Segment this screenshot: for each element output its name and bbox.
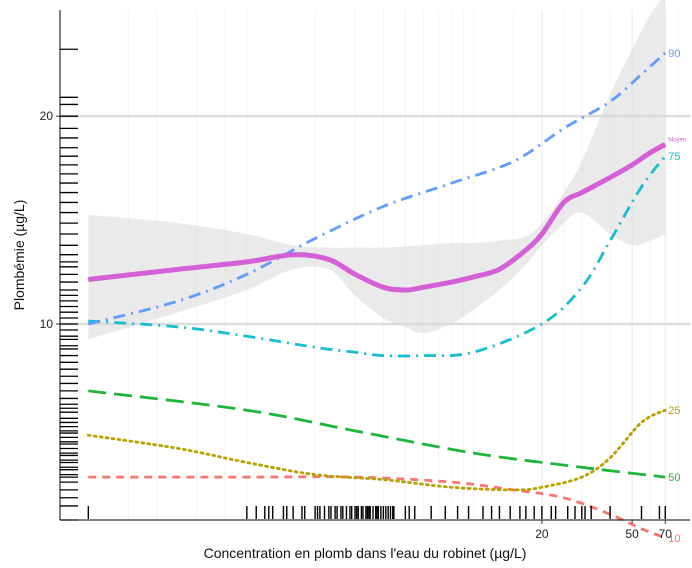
- y-tick-label-0: 10: [40, 317, 54, 331]
- confidence-band: [88, 0, 666, 340]
- series-label-moyen: Moyen: [668, 137, 686, 143]
- rug-layer: [60, 48, 666, 521]
- axis-layer: 20 50 70 10 20: [40, 10, 690, 541]
- series-line-10: [88, 475, 666, 540]
- x-axis-title: Concentration en plomb dans l'eau du rob…: [204, 545, 527, 561]
- series-line-25: [86, 408, 667, 492]
- series-label-50: 50: [668, 472, 680, 484]
- x-tick-label-1: 50: [625, 527, 639, 541]
- x-tick-label-0: 20: [535, 527, 549, 541]
- series-label-25: 25: [668, 405, 680, 417]
- x-tick-label-2: 70: [659, 527, 673, 541]
- series-label-75: 75: [668, 151, 680, 163]
- series-layer: [86, 51, 667, 540]
- y-tick-label-1: 20: [40, 109, 54, 123]
- series-label-90: 90: [668, 48, 680, 60]
- series-line-90: [87, 51, 667, 326]
- series-line-50: [88, 389, 666, 479]
- series-line-moyen: [88, 142, 667, 293]
- y-axis-title: Plombémie (µg/L): [11, 200, 27, 311]
- confidence-band-layer: [88, 0, 666, 340]
- series-label-layer: 10 25 50 75 90 Moyen: [668, 48, 686, 545]
- series-label-10: 10: [668, 533, 680, 545]
